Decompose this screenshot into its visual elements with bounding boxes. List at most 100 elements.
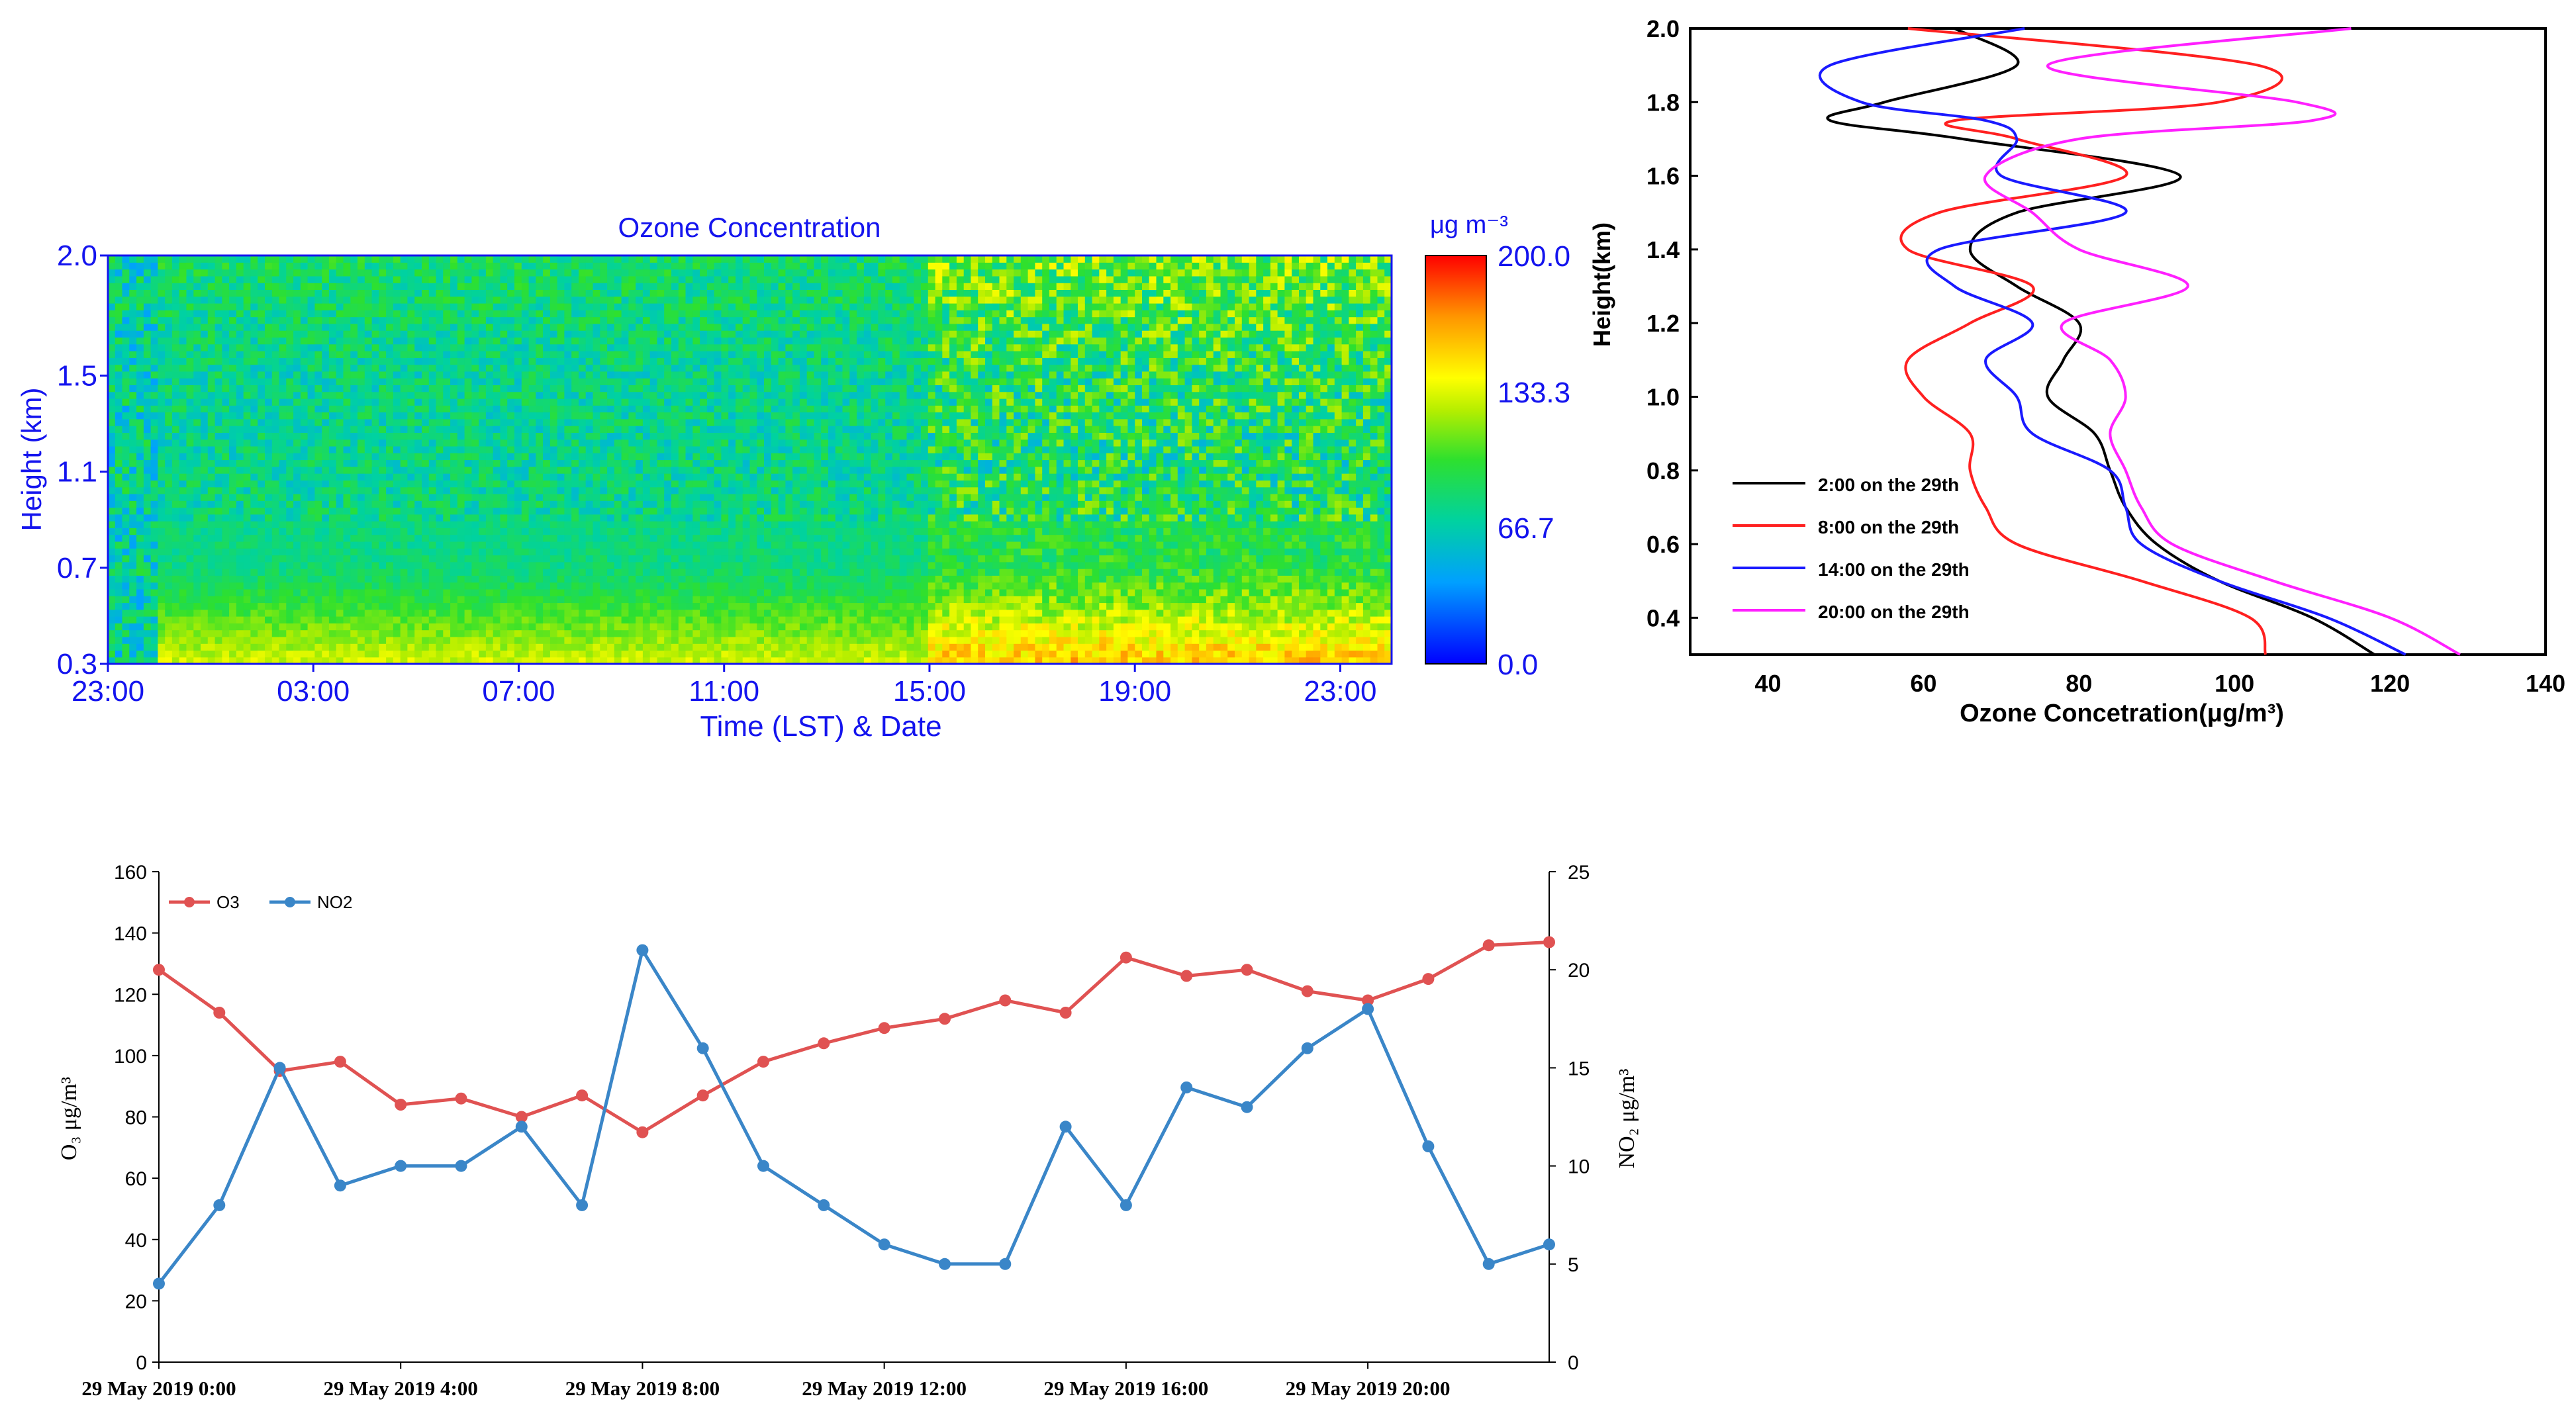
heatmap-cell [322,629,330,637]
heatmap-cell [678,521,687,528]
heatmap-cell [343,351,351,358]
heatmap-cell [158,609,166,617]
heatmap-cell [657,486,665,494]
heatmap-cell [336,486,344,494]
heatmap-cell [314,636,322,644]
heatmap-cell [165,575,173,583]
heatmap-cell [279,337,287,345]
heatmap-cell [314,255,322,263]
heatmap-cell [579,555,587,563]
heatmap-cell [471,650,479,658]
heatmap-cell [628,289,636,297]
heatmap-cell [400,439,408,447]
heatmap-cell [464,623,472,631]
heatmap-cell [457,473,465,481]
heatmap-cell [165,643,173,651]
heatmap-cell [678,426,687,433]
heatmap-cell [414,391,422,399]
heatmap-cell [443,493,451,501]
heatmap-cell [150,541,158,549]
heatmap-cell [236,262,244,270]
heatmap-cell [564,623,572,631]
heatmap-cell [222,602,230,610]
heatmap-cell [557,650,565,658]
heatmap-cell [115,575,123,583]
heatmap-cell [207,330,216,338]
heatmap-cell [229,582,237,590]
heatmap-cell [215,569,222,576]
heatmap-cell [479,316,487,324]
heatmap-cell [692,480,700,488]
heatmap-cell [328,521,337,528]
heatmap-cell [607,486,615,494]
heatmap-cell [450,351,458,358]
heatmap-cell [514,541,522,549]
heatmap-cell [514,602,522,610]
heatmap-cell [521,657,530,664]
heatmap-cell [479,323,487,331]
heatmap-cell [393,351,401,358]
heatmap-cell [343,330,351,338]
heatmap-cell [286,466,294,474]
heatmap-cell [171,310,180,318]
heatmap-cell [229,657,237,664]
heatmap-cell [585,432,594,440]
heatmap-cell [507,521,515,528]
heatmap-cell [400,418,408,426]
heatmap-cell [165,493,173,501]
heatmap-cell [236,255,244,263]
heatmap-cell [407,588,415,596]
heatmap-cell [628,480,636,488]
heatmap-cell [664,303,672,310]
heatmap-cell [379,351,387,358]
heatmap-cell [286,405,294,413]
heatmap-cell [479,623,487,631]
heatmap-cell [671,629,679,637]
heatmap-cell [685,323,693,331]
heatmap-cell [543,643,551,651]
heatmap-cell [293,385,301,392]
heatmap-cell [108,426,116,433]
heatmap-cell [307,316,315,324]
heatmap-cell [564,310,572,318]
heatmap-cell [271,636,280,644]
heatmap-cell [201,391,209,399]
heatmap-cell [322,255,330,263]
heatmap-cell [685,561,693,569]
heatmap-cell [692,283,700,290]
heatmap-cell [657,316,665,324]
heatmap-cell [271,629,280,637]
heatmap-cell [371,643,379,651]
heatmap-cell [642,255,651,263]
heatmap-cell [358,514,365,522]
heatmap-cell [579,262,587,270]
heatmap-cell [657,344,665,351]
heatmap-cell [407,289,415,297]
heatmap-cell [514,303,522,310]
heatmap-cell [593,473,600,481]
heatmap-cell [358,262,365,270]
heatmap-cell [307,255,315,263]
heatmap-cell [229,445,237,453]
heatmap-cell [122,657,130,664]
heatmap-cell [614,445,622,453]
heatmap-cell [443,602,451,610]
heatmap-cell [543,303,551,310]
heatmap-cell [471,588,479,596]
heatmap-cell [314,657,322,664]
heatmap-cell [571,493,579,501]
heatmap-cell [649,330,658,338]
heatmap-cell [422,453,430,461]
heatmap-cell [443,643,451,651]
heatmap-cell [514,289,522,297]
heatmap-cell [271,391,280,399]
heatmap-cell [557,561,565,569]
heatmap-cell [471,337,479,345]
heatmap-cell [414,602,422,610]
heatmap-cell [222,385,230,392]
heatmap-cell [115,385,123,392]
heatmap-cell [428,351,437,358]
heatmap-cell [479,378,487,385]
heatmap-cell [222,616,230,623]
heatmap-cell [422,657,430,664]
